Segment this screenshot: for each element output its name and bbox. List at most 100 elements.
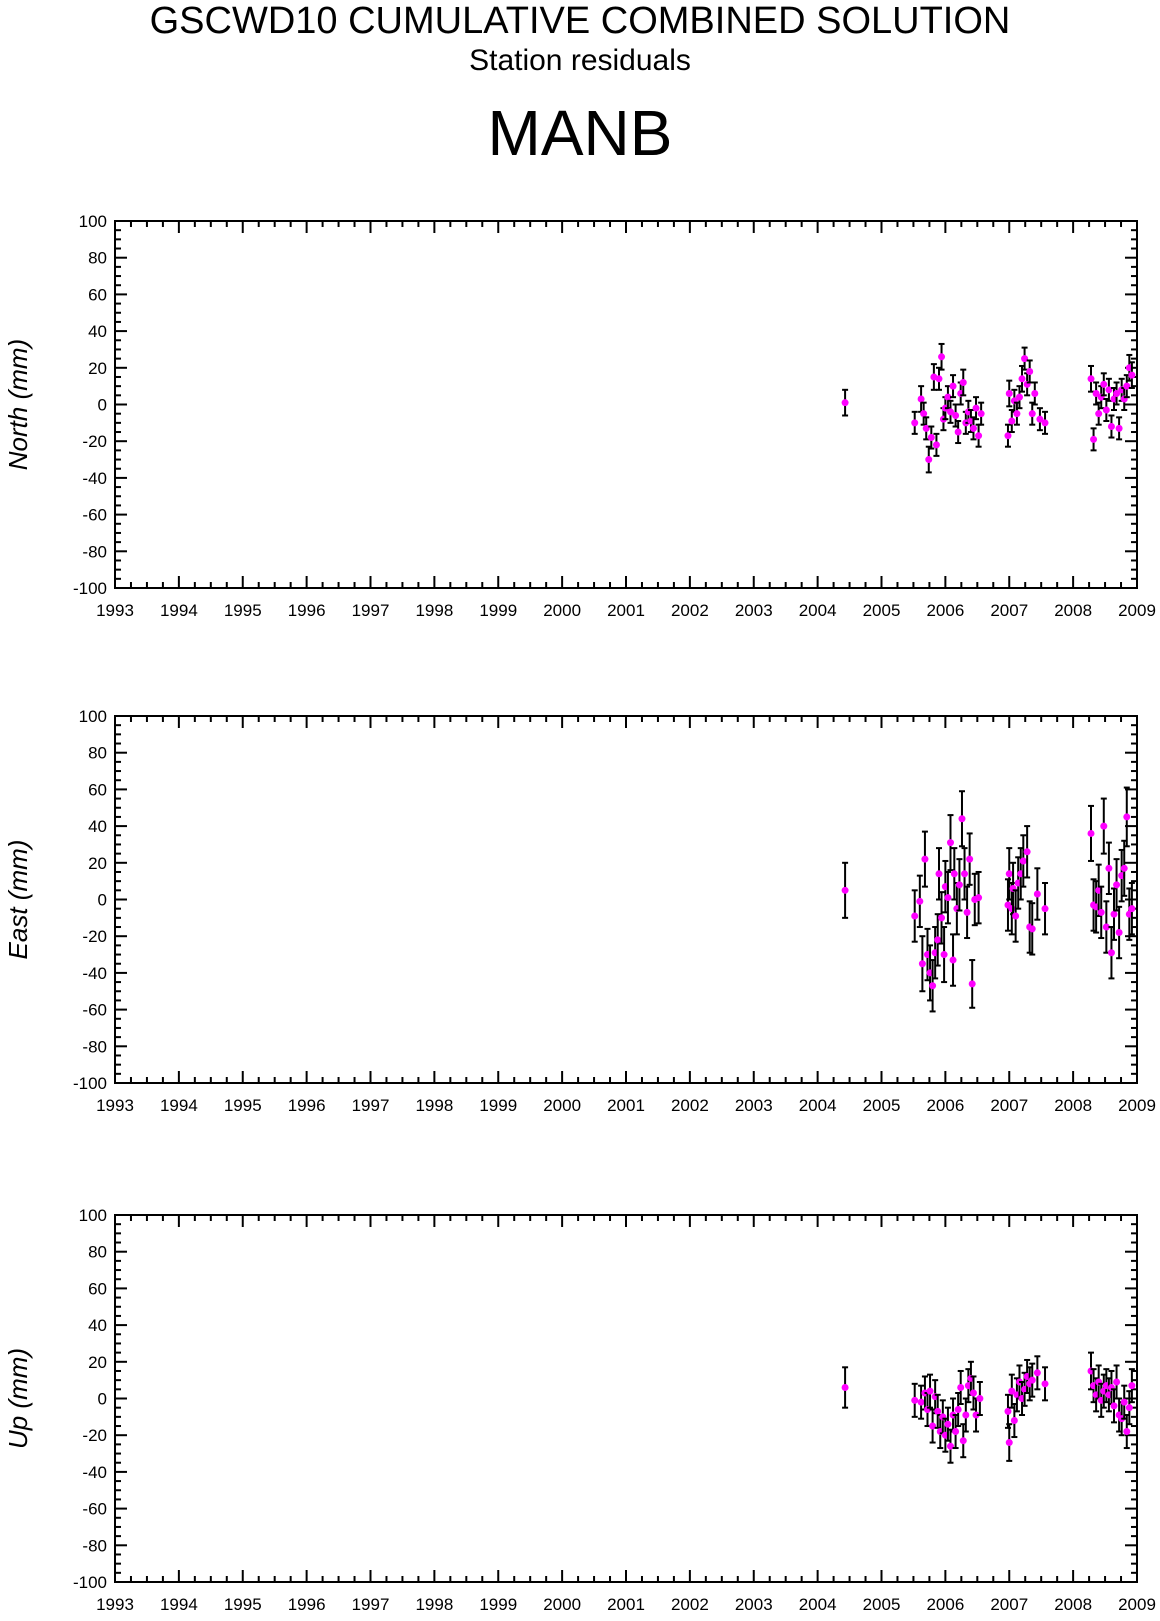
x-tick-label: 1994 xyxy=(160,601,198,620)
y-tick-label: 80 xyxy=(88,249,107,268)
data-point xyxy=(1110,910,1118,918)
x-tick-label: 2006 xyxy=(926,601,964,620)
data-point xyxy=(922,424,930,432)
x-tick-label: 2006 xyxy=(926,1595,964,1614)
x-tick-label: 1993 xyxy=(96,1096,134,1115)
data-point xyxy=(934,1407,942,1415)
data-point xyxy=(1107,949,1115,957)
data-point xyxy=(1107,423,1115,431)
data-point xyxy=(1087,829,1095,837)
data-point xyxy=(1028,925,1036,933)
data-point xyxy=(932,441,940,449)
y-tick-label: 0 xyxy=(98,1390,107,1409)
data-point xyxy=(935,870,943,878)
data-point xyxy=(1113,881,1121,889)
y-tick-label: 60 xyxy=(88,1279,107,1298)
data-point xyxy=(1012,912,1020,920)
plot-frame xyxy=(114,220,1138,589)
data-point xyxy=(1008,905,1016,913)
y-tick-label: -40 xyxy=(82,469,107,488)
x-tick-label: 1995 xyxy=(224,1096,262,1115)
x-tick-label: 1994 xyxy=(160,1096,198,1115)
y-tick-label: -40 xyxy=(82,964,107,983)
x-tick-label: 2004 xyxy=(799,1096,837,1115)
y-tick-label: -100 xyxy=(73,1074,107,1093)
plot-panel-2: 1993 1994 1995 1996 1997 1998 1999 2000 2001 2002… xyxy=(3,707,1156,1115)
x-tick-label: 1993 xyxy=(96,601,134,620)
x-tick-label: 1998 xyxy=(415,1096,453,1115)
y-tick-label: 20 xyxy=(88,1353,107,1372)
data-point xyxy=(1041,905,1049,913)
data-point xyxy=(954,1406,962,1414)
data-point xyxy=(918,960,926,968)
data-point xyxy=(1026,367,1034,375)
data-point xyxy=(1036,415,1044,423)
x-tick-label: 1998 xyxy=(415,601,453,620)
x-tick-label: 2007 xyxy=(990,1096,1028,1115)
data-point xyxy=(1120,1398,1128,1406)
y-tick-label: 40 xyxy=(88,1316,107,1335)
data-point xyxy=(1031,389,1039,397)
data-point xyxy=(911,419,919,427)
x-tick-label: 2001 xyxy=(607,601,645,620)
data-point xyxy=(1095,410,1103,418)
y-tick-label: -80 xyxy=(82,542,107,561)
data-point xyxy=(938,914,946,922)
data-point xyxy=(949,956,957,964)
data-point xyxy=(1005,389,1013,397)
x-tick-label: 1997 xyxy=(352,601,390,620)
data-point xyxy=(1004,432,1012,440)
data-point xyxy=(972,404,980,412)
data-point xyxy=(944,393,952,401)
data-point xyxy=(958,815,966,823)
data-point xyxy=(911,1396,919,1404)
x-tick-label: 2005 xyxy=(863,1096,901,1115)
data-point xyxy=(946,1442,954,1450)
x-tick-label: 1995 xyxy=(224,1595,262,1614)
data-point xyxy=(1041,1380,1049,1388)
x-tick-label: 2003 xyxy=(735,1595,773,1614)
x-tick-label: 2002 xyxy=(671,601,709,620)
data-point xyxy=(950,870,958,878)
data-point xyxy=(1028,1376,1036,1384)
y-tick-label: 0 xyxy=(98,891,107,910)
data-point xyxy=(968,980,976,988)
data-point xyxy=(977,410,985,418)
x-tick-label: 2000 xyxy=(543,1595,581,1614)
data-point xyxy=(959,378,967,386)
data-point xyxy=(1090,435,1098,443)
y-tick-label: 20 xyxy=(88,854,107,873)
data-point xyxy=(1100,380,1108,388)
data-point xyxy=(921,855,929,863)
data-point xyxy=(1087,375,1095,383)
y-axis-label: North (mm) xyxy=(3,339,33,470)
data-point xyxy=(1115,424,1123,432)
data-point xyxy=(1008,1387,1016,1395)
y-axis-label: East (mm) xyxy=(3,840,33,960)
y-tick-label: 40 xyxy=(88,817,107,836)
data-point xyxy=(938,353,946,361)
x-tick-label: 2009 xyxy=(1118,601,1156,620)
data-point xyxy=(1033,890,1041,898)
x-tick-label: 1998 xyxy=(415,1595,453,1614)
y-tick-label: -60 xyxy=(82,1001,107,1020)
data-point xyxy=(917,1398,925,1406)
data-point xyxy=(841,399,849,407)
data-point xyxy=(841,886,849,894)
data-point xyxy=(1005,870,1013,878)
x-tick-label: 2000 xyxy=(543,1096,581,1115)
x-tick-label: 2009 xyxy=(1118,1595,1156,1614)
data-point xyxy=(916,897,924,905)
x-tick-label: 2004 xyxy=(799,601,837,620)
plot-frame xyxy=(114,715,1138,1084)
y-tick-label: -60 xyxy=(82,1500,107,1519)
data-point xyxy=(1105,864,1113,872)
data-point xyxy=(961,870,969,878)
x-tick-label: 1995 xyxy=(224,601,262,620)
data-point xyxy=(1123,813,1131,821)
data-point xyxy=(1115,929,1123,937)
data-point xyxy=(1102,406,1110,414)
y-tick-label: 100 xyxy=(79,707,107,726)
y-tick-label: 40 xyxy=(88,322,107,341)
